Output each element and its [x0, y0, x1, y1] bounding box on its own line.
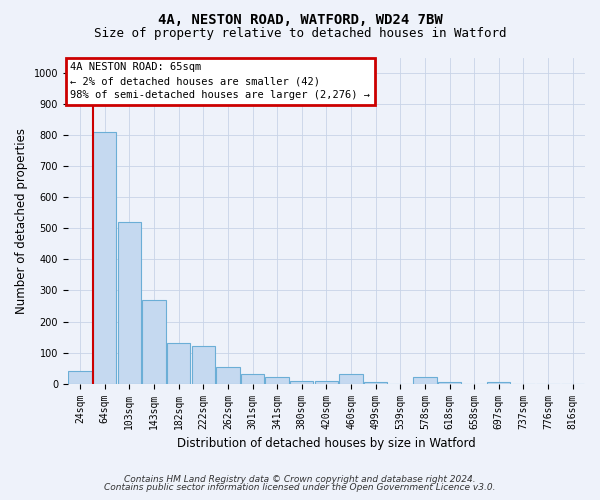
Text: Size of property relative to detached houses in Watford: Size of property relative to detached ho…	[94, 28, 506, 40]
Y-axis label: Number of detached properties: Number of detached properties	[15, 128, 28, 314]
Bar	[142, 300, 166, 384]
Text: 4A NESTON ROAD: 65sqm
← 2% of detached houses are smaller (42)
98% of semi-detac: 4A NESTON ROAD: 65sqm ← 2% of detached h…	[70, 62, 370, 100]
Bar	[265, 378, 289, 384]
Bar	[314, 380, 338, 384]
Bar	[438, 382, 461, 384]
Bar	[487, 382, 511, 384]
Bar	[191, 346, 215, 384]
Bar	[241, 374, 264, 384]
Text: Contains HM Land Registry data © Crown copyright and database right 2024.: Contains HM Land Registry data © Crown c…	[124, 475, 476, 484]
X-axis label: Distribution of detached houses by size in Watford: Distribution of detached houses by size …	[177, 437, 476, 450]
Bar	[216, 366, 239, 384]
Bar	[364, 382, 388, 384]
Bar	[167, 344, 190, 384]
Text: Contains public sector information licensed under the Open Government Licence v3: Contains public sector information licen…	[104, 484, 496, 492]
Text: 4A, NESTON ROAD, WATFORD, WD24 7BW: 4A, NESTON ROAD, WATFORD, WD24 7BW	[158, 12, 442, 26]
Bar	[413, 378, 437, 384]
Bar	[340, 374, 363, 384]
Bar	[68, 370, 92, 384]
Bar	[118, 222, 141, 384]
Bar	[290, 380, 313, 384]
Bar	[93, 132, 116, 384]
